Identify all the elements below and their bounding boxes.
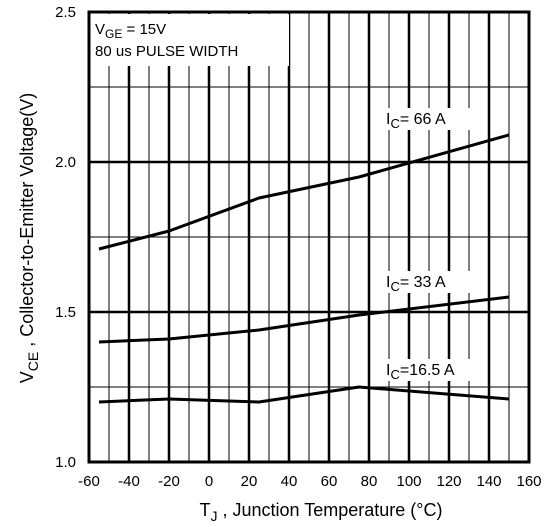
y-tick-label: 2.0	[55, 154, 76, 171]
x-tick-label: 100	[396, 473, 421, 490]
series-lines	[98, 133, 510, 404]
series-label-33a-sub: C	[390, 279, 399, 294]
x-tick-label: -60	[78, 473, 100, 490]
annotation-line2: 80 us PULSE WIDTH	[95, 43, 238, 60]
y-tick-label: 1.5	[55, 304, 76, 321]
x-axis-title: TJ , Junction Temperature (°C)	[200, 500, 443, 524]
annotation-line1: VGE = 15V	[95, 21, 166, 41]
plot-frame	[87, 10, 531, 464]
x-tick-label: 80	[361, 473, 378, 490]
x-axis-title-main: T	[200, 500, 211, 520]
x-axis-title-sub: J	[211, 508, 218, 524]
y-axis-title-main: V	[17, 371, 37, 383]
grid-major	[89, 12, 529, 462]
series-label-66a-rest: = 66 A	[400, 111, 446, 128]
annotation-vge-sub: GE	[105, 27, 122, 41]
y-axis-title-rest: , Collector-to-Emitter Voltage(V)	[17, 93, 37, 352]
y-axis-title-sub: CE	[25, 352, 41, 371]
x-tick-label: 60	[321, 473, 338, 490]
series-label-33a-rest: = 33 A	[400, 274, 446, 291]
x-tick-label: 0	[205, 473, 213, 490]
x-tick-label: 140	[476, 473, 501, 490]
y-tick-labels: 1.0 1.5 2.0 2.5	[55, 4, 76, 471]
x-tick-label: 40	[281, 473, 298, 490]
series-line-2	[98, 385, 510, 404]
svg-text:IC=16.5 A: IC=16.5 A	[386, 362, 455, 382]
series-line-1	[98, 295, 510, 344]
x-tick-label: 160	[516, 473, 541, 490]
svg-text:IC= 66 A: IC= 66 A	[386, 111, 446, 131]
series-label-16-5a-sub: C	[390, 367, 399, 382]
y-tick-label: 2.5	[55, 4, 76, 21]
x-axis-title-rest: , Junction Temperature (°C)	[218, 500, 443, 520]
annotation-vge-value: = 15V	[122, 21, 166, 38]
series-label-66a: IC= 66 A	[380, 108, 484, 131]
series-label-16-5a: IC=16.5 A	[380, 359, 484, 382]
series-label-16-5a-rest: =16.5 A	[400, 362, 455, 379]
x-tick-label: -40	[118, 473, 140, 490]
x-tick-label: -20	[158, 473, 180, 490]
y-axis-title: VCE , Collector-to-Emitter Voltage(V)	[17, 93, 41, 384]
series-line-0	[98, 133, 510, 251]
series-label-66a-sub: C	[390, 116, 399, 131]
y-tick-label: 1.0	[55, 454, 76, 471]
x-tick-labels: -60 -40 -20 0 20 40 60 80 100 120 140 160	[78, 473, 541, 490]
series-label-33a-main: I	[386, 274, 390, 291]
x-tick-label: 20	[241, 473, 258, 490]
series-label-33a: IC= 33 A	[380, 271, 484, 294]
series-label-16-5a-main: I	[386, 362, 390, 379]
grid-minor	[89, 12, 529, 462]
series-label-66a-main: I	[386, 111, 390, 128]
annotation-box	[90, 14, 289, 66]
x-tick-label: 120	[436, 473, 461, 490]
annotation-vge-main: V	[95, 21, 105, 38]
svg-text:IC= 33 A: IC= 33 A	[386, 274, 446, 294]
